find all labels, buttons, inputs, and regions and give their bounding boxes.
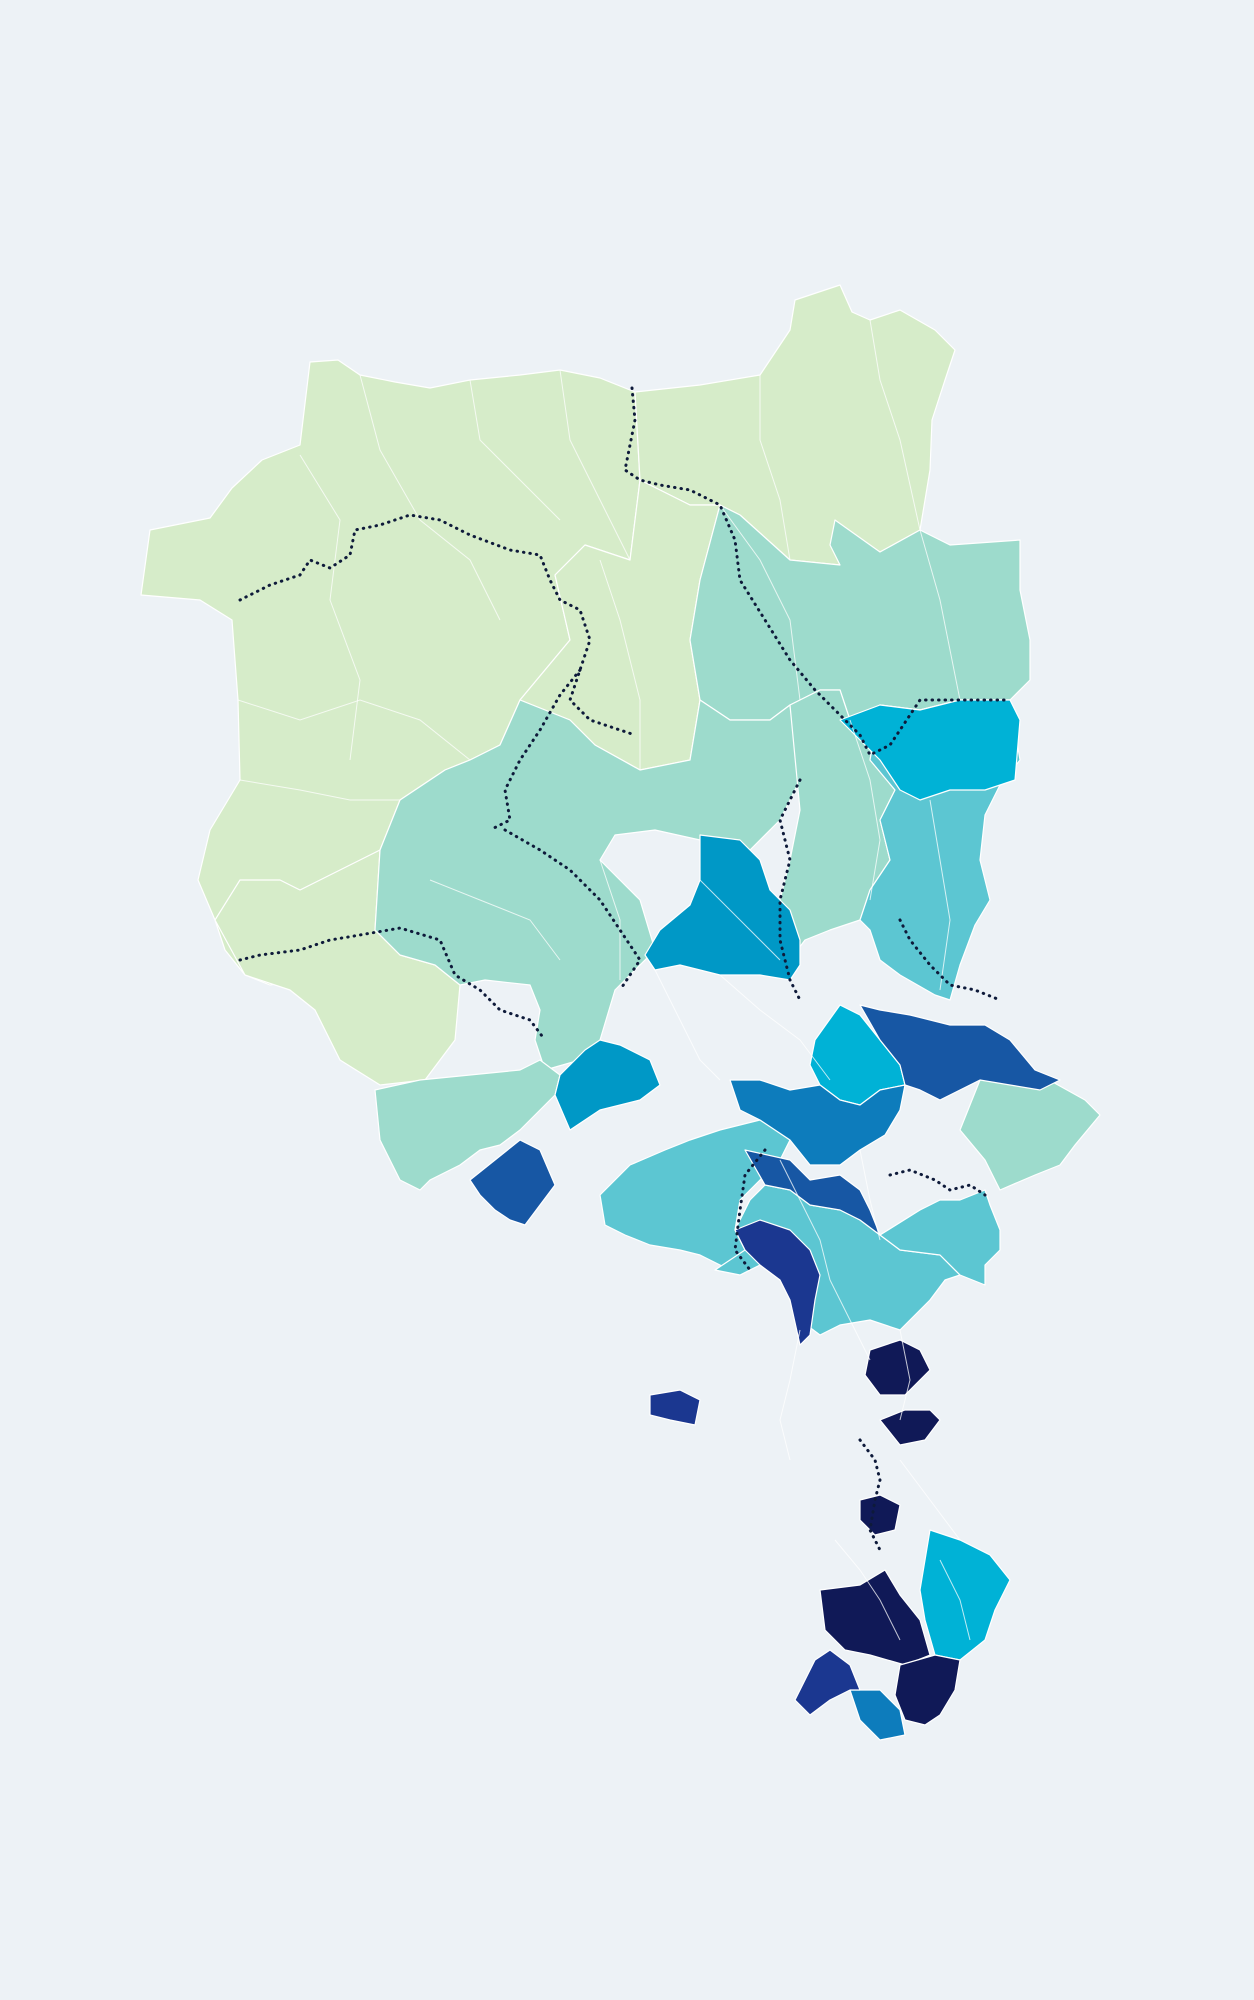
region-east-shore[interactable] — [864, 1339, 931, 1396]
region-south-tip[interactable] — [894, 1654, 961, 1726]
municipal-borders — [237, 319, 971, 1641]
district-borders — [238, 386, 1012, 1552]
region-valley-west[interactable] — [374, 699, 801, 1071]
region-south-block[interactable] — [744, 1149, 881, 1236]
region-south-west-dark[interactable] — [469, 1139, 556, 1226]
region-mid-east[interactable] — [729, 1079, 906, 1166]
region-south-strip[interactable] — [649, 1389, 701, 1426]
region-isthmus[interactable] — [879, 1409, 941, 1446]
region-south-east-slope[interactable] — [919, 1529, 1011, 1661]
region-lower-west[interactable] — [374, 1059, 561, 1191]
region-east-lower[interactable] — [879, 1189, 1001, 1286]
region-far-east[interactable] — [959, 1074, 1101, 1191]
region-south-core[interactable] — [734, 1219, 821, 1346]
lake-lugano — [810, 1430, 880, 1520]
region-valley-centre[interactable] — [644, 834, 801, 981]
region-east-ridge[interactable] — [859, 1004, 1061, 1101]
region-east-upper[interactable] — [689, 504, 1031, 721]
region-southernmost-left[interactable] — [794, 1649, 861, 1716]
region-mendrisiotto[interactable] — [819, 1569, 931, 1666]
region-south-mid[interactable] — [554, 1039, 661, 1131]
lake-maggiore — [560, 1085, 700, 1205]
lake-lugano-south — [860, 1525, 880, 1575]
region-north-east-tributary[interactable] — [839, 699, 1021, 801]
region-far-south-right[interactable] — [849, 1689, 906, 1741]
